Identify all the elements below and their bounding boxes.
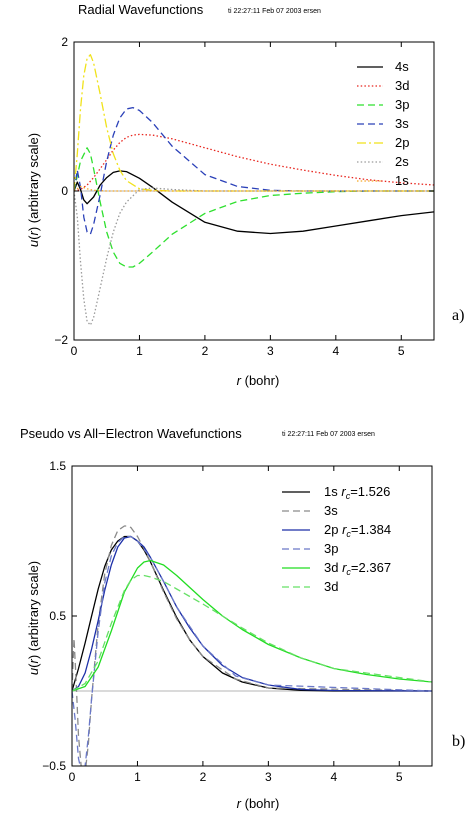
x-tick-label: 5: [396, 770, 403, 784]
y-tick-label: −0.5: [42, 759, 66, 773]
x-tick-label: 3: [265, 770, 272, 784]
chart-title: Radial Wavefunctions: [78, 2, 204, 17]
x-tick-label: 5: [398, 344, 405, 358]
series-line-3p-2: [74, 147, 434, 268]
plot-frame: [71, 465, 433, 767]
series-line-2p-4: [74, 54, 434, 192]
x-tick-label: 4: [330, 770, 337, 784]
legend-label-1s: 1s: [395, 173, 409, 188]
plot-area: 0 1 2 3 4 5 1.5 0.5 −0.5: [42, 459, 433, 784]
legend-label-1s: 1s rc=1.526: [324, 484, 390, 501]
legend-label-3d: 3d: [395, 78, 409, 93]
legend-label-4s: 4s: [395, 59, 409, 74]
series-line-1s-6: [74, 185, 434, 192]
series-line-3d-4: [72, 559, 432, 692]
series-line-2p-2: [72, 535, 432, 692]
y-axis-label: u(r) (arbitrary scale): [26, 561, 41, 675]
legend-label-3d: 3d: [324, 579, 338, 594]
panel-label-a: a): [452, 307, 464, 324]
series-line-3s-3: [74, 106, 434, 235]
series-group: [74, 54, 434, 326]
legend-label-2p: 2p: [395, 135, 409, 150]
series-line-2s-5: [74, 187, 434, 326]
x-tick-label: 4: [332, 344, 339, 358]
x-tick-label: 1: [136, 344, 143, 358]
series-line-3s-1: [72, 525, 432, 766]
chart-pseudo-vs-all-electron: Pseudo vs All−Electron Wavefunctions ti …: [20, 426, 465, 811]
legend-label-2s: 2s: [395, 154, 409, 169]
x-tick-label: 2: [200, 770, 207, 784]
x-tick-label: 2: [202, 344, 209, 358]
y-axis-label: u(r) (arbitrary scale): [26, 133, 41, 247]
series-line-4s-0: [74, 170, 434, 235]
x-tick-label: 3: [267, 344, 274, 358]
legend: 4s 3d 3p 3s 2p 2s 1s: [357, 59, 409, 188]
y-tick-label: 2: [61, 35, 68, 49]
legend-label-3p: 3p: [324, 541, 338, 556]
x-tick-label: 0: [71, 344, 78, 358]
chart-radial-wavefunctions: Radial Wavefunctions ti 22:27:11 Feb 07 …: [26, 2, 464, 388]
series-line-3d-1: [74, 133, 434, 192]
legend: 1s rc=1.526 3s 2p rc=1.384 3p 3d rc=2.367 3d: [282, 484, 391, 594]
chart-timestamp: ti 22:27:11 Feb 07 2003 ersen: [228, 8, 321, 15]
panel-label-b: b): [452, 733, 465, 750]
series-line-3d-5: [72, 574, 432, 692]
y-tick-label: 1.5: [49, 459, 66, 473]
chart-timestamp: ti 22:27:11 Feb 07 2003 ersen: [282, 431, 375, 438]
x-tick-label: 1: [134, 770, 141, 784]
plot-area: 0 1 2 3 4 520−2: [54, 35, 435, 358]
legend-label-2p: 2p rc=1.384: [324, 522, 391, 539]
x-tick-label: 0: [69, 770, 76, 784]
x-axis-label: r (bohr): [237, 373, 280, 388]
legend-label-3p: 3p: [395, 97, 409, 112]
y-tick-label: −2: [54, 333, 68, 347]
legend-label-3d: 3d rc=2.367: [324, 560, 391, 577]
x-axis-label: r (bohr): [237, 796, 280, 811]
legend-label-3s: 3s: [324, 503, 338, 518]
series-group: [72, 525, 432, 766]
chart-title: Pseudo vs All−Electron Wavefunctions: [20, 426, 242, 441]
y-tick-label: 0.5: [49, 609, 66, 623]
y-tick-label: 0: [61, 184, 68, 198]
legend-label-3s: 3s: [395, 116, 409, 131]
